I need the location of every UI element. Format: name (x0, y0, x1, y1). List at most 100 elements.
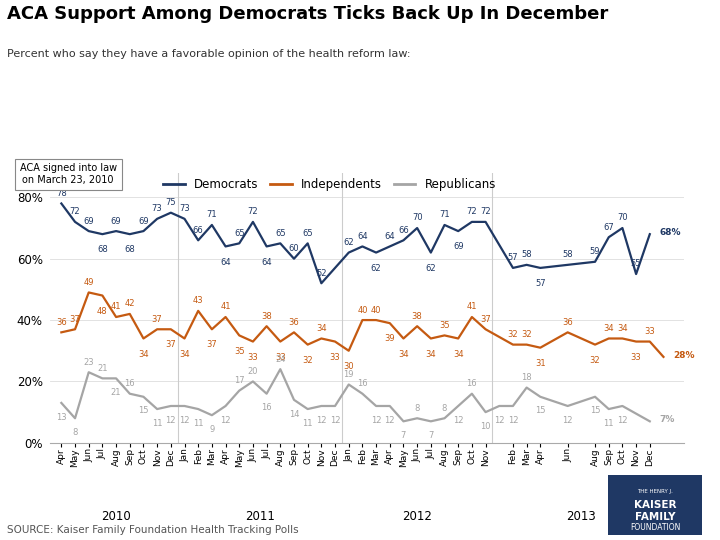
Text: 38: 38 (261, 312, 272, 321)
Text: 37: 37 (166, 340, 176, 349)
Text: 2010: 2010 (102, 510, 131, 523)
Text: 12: 12 (220, 416, 231, 424)
Text: 48: 48 (97, 307, 108, 316)
Text: 49: 49 (84, 278, 94, 287)
Text: 58: 58 (521, 250, 532, 259)
Text: 31: 31 (535, 359, 546, 368)
Text: SOURCE: Kaiser Family Foundation Health Tracking Polls: SOURCE: Kaiser Family Foundation Health … (7, 524, 299, 535)
Text: 41: 41 (111, 302, 122, 312)
Text: 34: 34 (179, 349, 190, 359)
Text: 12: 12 (617, 416, 628, 424)
Text: 65: 65 (275, 229, 286, 238)
Text: 32: 32 (521, 330, 532, 339)
Text: 20: 20 (248, 367, 258, 376)
Text: 16: 16 (125, 379, 135, 388)
Text: 19: 19 (343, 370, 354, 379)
Text: 16: 16 (357, 379, 368, 388)
Text: 62: 62 (426, 264, 436, 273)
Text: 12: 12 (508, 416, 518, 424)
Text: 64: 64 (261, 258, 272, 267)
Text: 37: 37 (207, 340, 217, 349)
Text: ACA signed into law
on March 23, 2010: ACA signed into law on March 23, 2010 (19, 164, 117, 185)
Text: 72: 72 (248, 207, 258, 217)
Text: 2011: 2011 (245, 510, 275, 523)
Text: 15: 15 (138, 407, 149, 415)
Text: 64: 64 (220, 258, 231, 267)
Text: 34: 34 (453, 349, 464, 359)
Text: 13: 13 (56, 413, 67, 422)
Text: 12: 12 (562, 416, 573, 424)
Text: 37: 37 (152, 315, 163, 323)
Text: 33: 33 (631, 353, 642, 362)
Text: 39: 39 (384, 334, 395, 343)
Text: 28%: 28% (673, 351, 695, 360)
Text: 36: 36 (562, 318, 573, 327)
Text: 12: 12 (316, 416, 327, 424)
Text: 12: 12 (384, 416, 395, 424)
Text: 34: 34 (617, 324, 628, 333)
Text: 33: 33 (644, 327, 655, 336)
Text: 11: 11 (152, 419, 163, 428)
Text: 11: 11 (302, 419, 313, 428)
Text: 32: 32 (508, 330, 518, 339)
Text: 35: 35 (439, 321, 450, 330)
Text: 12: 12 (179, 416, 190, 424)
Text: 7: 7 (401, 431, 406, 440)
Text: 23: 23 (84, 357, 94, 367)
Text: 8: 8 (442, 404, 447, 413)
Text: 69: 69 (453, 242, 464, 251)
Text: KAISER: KAISER (634, 500, 677, 510)
Text: 15: 15 (535, 407, 546, 415)
Text: 68%: 68% (660, 228, 681, 237)
Text: 38: 38 (412, 312, 423, 321)
Text: 32: 32 (302, 356, 313, 364)
Text: 21: 21 (111, 388, 122, 397)
Text: 34: 34 (426, 349, 436, 359)
Text: 65: 65 (302, 229, 313, 238)
Text: 36: 36 (289, 318, 300, 327)
Text: 12: 12 (166, 416, 176, 424)
Text: Percent who say they have a favorable opinion of the health reform law:: Percent who say they have a favorable op… (7, 49, 410, 59)
Text: 33: 33 (275, 353, 286, 362)
Text: ACA Support Among Democrats Ticks Back Up In December: ACA Support Among Democrats Ticks Back U… (7, 5, 608, 23)
Text: 72: 72 (467, 207, 477, 217)
Text: 75: 75 (166, 198, 176, 207)
Text: 12: 12 (453, 416, 464, 424)
Text: 34: 34 (316, 324, 327, 333)
Text: 72: 72 (480, 207, 491, 217)
Text: 37: 37 (480, 315, 491, 323)
Text: 12: 12 (371, 416, 382, 424)
Text: 62: 62 (371, 264, 382, 273)
Text: 69: 69 (84, 217, 94, 226)
Text: THE HENRY J.: THE HENRY J. (637, 489, 673, 494)
Text: 9: 9 (210, 425, 215, 434)
Text: 36: 36 (56, 318, 67, 327)
Text: 71: 71 (207, 211, 217, 219)
Text: 24: 24 (275, 355, 286, 363)
Text: 64: 64 (357, 232, 368, 241)
Text: 69: 69 (138, 217, 149, 226)
Text: 11: 11 (603, 419, 614, 428)
Legend: Democrats, Independents, Republicans: Democrats, Independents, Republicans (158, 173, 500, 195)
Text: 12: 12 (330, 416, 341, 424)
Text: 37: 37 (70, 315, 81, 323)
Text: 70: 70 (412, 213, 423, 222)
Text: 72: 72 (70, 207, 81, 217)
Text: 66: 66 (398, 226, 409, 235)
Text: 60: 60 (289, 244, 300, 253)
Text: 78: 78 (56, 189, 67, 198)
Text: 30: 30 (343, 362, 354, 371)
Text: 69: 69 (111, 217, 122, 226)
Text: 32: 32 (590, 356, 600, 364)
Text: 58: 58 (562, 250, 573, 259)
Text: 59: 59 (590, 247, 600, 256)
Text: 68: 68 (125, 245, 135, 254)
Text: 57: 57 (535, 279, 546, 288)
Text: FAMILY: FAMILY (635, 512, 675, 522)
Text: 40: 40 (357, 306, 368, 314)
Text: 64: 64 (384, 232, 395, 241)
Text: FOUNDATION: FOUNDATION (630, 523, 680, 532)
Text: 10: 10 (480, 422, 491, 431)
Text: 70: 70 (617, 213, 628, 222)
Text: 14: 14 (289, 409, 300, 418)
